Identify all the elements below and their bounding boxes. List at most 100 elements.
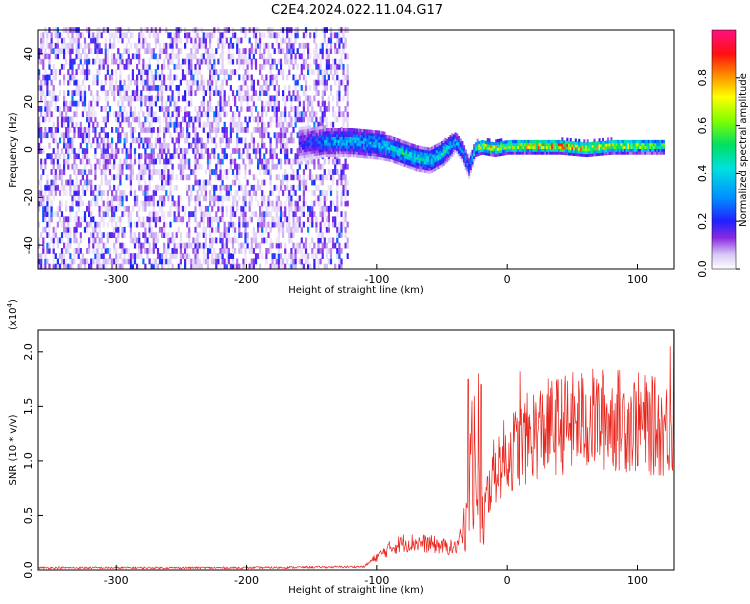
heatmap-cell bbox=[206, 148, 210, 154]
heatmap-cell bbox=[248, 116, 251, 123]
heatmap-cell bbox=[202, 53, 205, 60]
heatmap-cell bbox=[213, 200, 216, 207]
heatmap-cell bbox=[234, 121, 237, 128]
heatmap-cell bbox=[398, 150, 401, 154]
heatmap-cell bbox=[211, 32, 214, 39]
heatmap-cell bbox=[332, 148, 335, 152]
heatmap-cell bbox=[146, 95, 149, 102]
heatmap-cell bbox=[40, 95, 43, 102]
heatmap-cell bbox=[115, 127, 118, 133]
heatmap-cell bbox=[190, 63, 193, 70]
heatmap-cell bbox=[42, 263, 45, 270]
heatmap-cell bbox=[71, 179, 74, 186]
heatmap-cell bbox=[194, 258, 197, 265]
heatmap-cell bbox=[296, 148, 299, 154]
heatmap-cell bbox=[56, 153, 59, 160]
heatmap-cell bbox=[574, 147, 577, 151]
heatmap-cell bbox=[569, 152, 572, 156]
heatmap-cell bbox=[418, 151, 421, 155]
heatmap-cell bbox=[313, 135, 316, 139]
heatmap-cell bbox=[54, 184, 57, 191]
heatmap-cell bbox=[240, 90, 243, 96]
heatmap-cell bbox=[313, 85, 316, 91]
heatmap-cell bbox=[383, 131, 386, 135]
heatmap-cell bbox=[129, 100, 132, 107]
heatmap-cell bbox=[334, 216, 337, 223]
heatmap-cell bbox=[129, 221, 132, 228]
heatmap-cell bbox=[238, 48, 241, 54]
heatmap-cell bbox=[96, 248, 99, 254]
heatmap-cell bbox=[69, 37, 72, 44]
heatmap-cell bbox=[380, 151, 383, 155]
heatmap-cell bbox=[211, 195, 214, 202]
heatmap-cell bbox=[476, 138, 479, 142]
heatmap-cell bbox=[123, 195, 126, 202]
heatmap-cell bbox=[325, 53, 328, 60]
heatmap-cell bbox=[342, 163, 345, 170]
heatmap-cell bbox=[175, 200, 178, 207]
heatmap-cell bbox=[133, 106, 137, 112]
heatmap-cell bbox=[298, 74, 301, 81]
heatmap-cell bbox=[294, 95, 297, 102]
heatmap-cell bbox=[292, 63, 295, 70]
heatmap-cell bbox=[140, 106, 143, 112]
heatmap-cell bbox=[65, 111, 68, 118]
heatmap-cell bbox=[60, 116, 64, 123]
heatmap-cell bbox=[267, 232, 270, 238]
heatmap-cell bbox=[277, 248, 280, 254]
heatmap-cell bbox=[271, 95, 274, 102]
heatmap-cell bbox=[248, 53, 251, 60]
heatmap-cell bbox=[376, 139, 379, 143]
heatmap-cell bbox=[259, 69, 262, 75]
heatmap-cell bbox=[386, 143, 389, 147]
heatmap-cell bbox=[315, 42, 318, 49]
heatmap-cell bbox=[512, 151, 515, 155]
heatmap-cell bbox=[380, 131, 383, 135]
heatmap-cell bbox=[451, 150, 454, 154]
heatmap-cell bbox=[322, 128, 325, 132]
heatmap-cell bbox=[282, 148, 285, 154]
heatmap-cell bbox=[298, 216, 301, 223]
heatmap-cell bbox=[344, 148, 347, 152]
heatmap-cell bbox=[46, 100, 49, 107]
heatmap-cell bbox=[231, 200, 235, 207]
heatmap-cell bbox=[140, 174, 143, 181]
heatmap-cell bbox=[344, 53, 347, 60]
heatmap-cell bbox=[315, 248, 318, 254]
heatmap-cell bbox=[288, 190, 291, 196]
heatmap-cell bbox=[439, 144, 442, 149]
heatmap-cell bbox=[282, 95, 285, 102]
heatmap-cell bbox=[327, 205, 330, 212]
heatmap-cell bbox=[69, 226, 72, 233]
heatmap-cell bbox=[321, 48, 324, 54]
heatmap-cell bbox=[75, 53, 78, 60]
heatmap-cell bbox=[305, 137, 308, 141]
heatmap-cell bbox=[88, 69, 91, 75]
heatmap-cell bbox=[263, 121, 266, 128]
heatmap-cell bbox=[194, 142, 197, 149]
heatmap-cell bbox=[88, 116, 91, 123]
heatmap-cell bbox=[209, 95, 212, 102]
heatmap-cell bbox=[150, 85, 153, 91]
heatmap-cell bbox=[320, 134, 323, 138]
heatmap-cell bbox=[42, 63, 45, 70]
heatmap-cell bbox=[90, 116, 93, 123]
heatmap-cell bbox=[302, 111, 305, 118]
heatmap-cell bbox=[144, 116, 147, 123]
heatmap-cell bbox=[225, 205, 228, 212]
heatmap-cell bbox=[369, 146, 372, 151]
heatmap-cell bbox=[493, 153, 496, 157]
heatmap-cell bbox=[378, 142, 381, 146]
heatmap-cell bbox=[539, 145, 542, 149]
heatmap-cell bbox=[60, 174, 64, 181]
heatmap-cell bbox=[464, 160, 467, 165]
heatmap-cell bbox=[169, 153, 172, 160]
heatmap-cell bbox=[456, 145, 459, 149]
heatmap-cell bbox=[111, 258, 114, 265]
heatmap-cell bbox=[368, 143, 371, 148]
heatmap-cell bbox=[48, 127, 51, 133]
heatmap-cell bbox=[52, 242, 55, 249]
heatmap-cell bbox=[121, 169, 124, 175]
heatmap-cell bbox=[415, 162, 418, 166]
heatmap-cell bbox=[104, 248, 107, 254]
